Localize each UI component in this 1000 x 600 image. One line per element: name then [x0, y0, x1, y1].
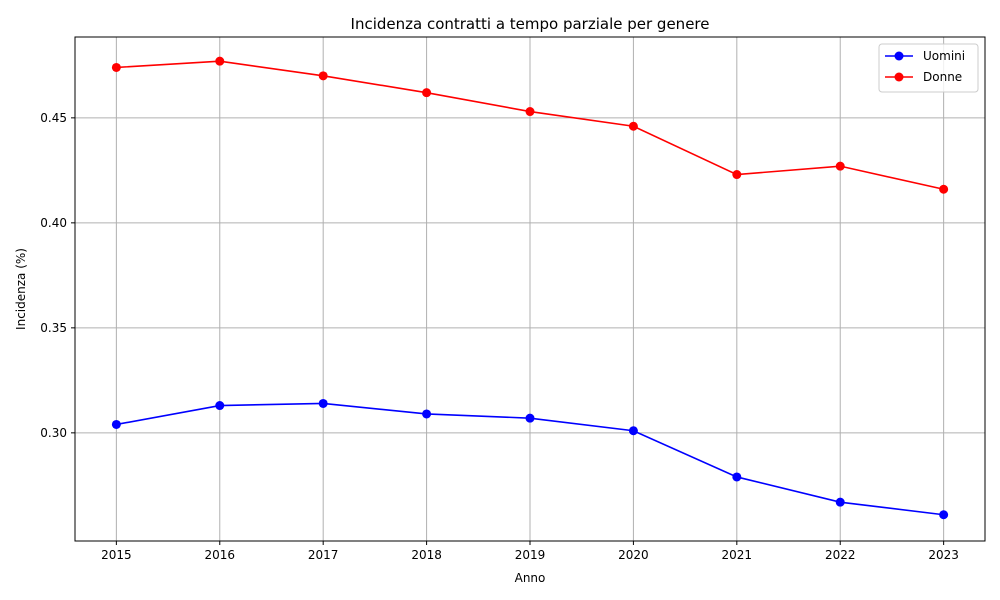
data-point — [525, 107, 535, 117]
legend-marker — [894, 72, 904, 82]
data-point — [732, 170, 742, 180]
data-point — [111, 62, 121, 72]
data-point — [939, 184, 949, 194]
x-tick-label: 2016 — [204, 548, 235, 562]
data-point — [111, 419, 121, 429]
data-point — [215, 56, 225, 66]
y-tick-label: 0.45 — [40, 111, 67, 125]
data-point — [318, 398, 328, 408]
data-point — [525, 413, 535, 423]
data-point — [422, 88, 432, 98]
legend-item-donne: Donne — [885, 70, 962, 84]
x-tick-label: 2022 — [825, 548, 856, 562]
x-tick-label: 2021 — [722, 548, 753, 562]
x-tick-label: 2023 — [928, 548, 959, 562]
y-tick-label: 0.40 — [40, 216, 67, 230]
data-point — [318, 71, 328, 81]
legend-label: Uomini — [923, 49, 965, 63]
x-tick-label: 2019 — [515, 548, 546, 562]
legend: Uomini Donne — [878, 43, 979, 93]
series-layer — [111, 56, 949, 520]
y-tick-label: 0.30 — [40, 426, 67, 440]
legend-item-uomini: Uomini — [885, 49, 965, 63]
data-point — [835, 497, 845, 507]
data-point — [422, 409, 432, 419]
grid-layer — [75, 37, 985, 541]
x-tick-label: 2017 — [308, 548, 339, 562]
data-point — [628, 426, 638, 436]
tick-layer: 2015 2016 2017 2018 2019 2020 2021 2022 2023 0.30… — [40, 111, 959, 562]
x-tick-label: 2015 — [101, 548, 132, 562]
data-point — [628, 121, 638, 131]
y-tick-label: 0.35 — [40, 321, 67, 335]
y-axis-label: Incidenza (%) — [14, 248, 28, 330]
legend-label: Donne — [923, 70, 962, 84]
data-point — [835, 161, 845, 171]
x-axis-label: Anno — [515, 571, 546, 585]
data-point — [215, 401, 225, 411]
series-uomini — [111, 398, 949, 520]
data-point — [939, 510, 949, 520]
x-tick-label: 2018 — [411, 548, 442, 562]
x-tick-label: 2020 — [618, 548, 649, 562]
legend-marker — [894, 51, 904, 61]
series-donne — [111, 56, 949, 194]
chart-title: Incidenza contratti a tempo parziale per… — [351, 15, 710, 33]
data-point — [732, 472, 742, 482]
